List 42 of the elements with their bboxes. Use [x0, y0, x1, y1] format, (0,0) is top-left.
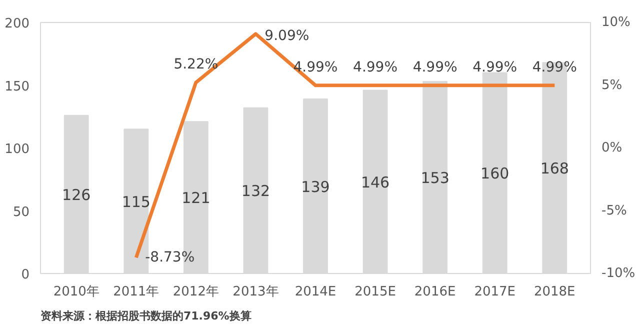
x-tick-label: 2017E	[474, 284, 516, 300]
y-tick-label: 0	[21, 268, 30, 282]
x-tick-label: 2014E	[294, 284, 336, 300]
x-tick-label: 2010年	[53, 284, 100, 300]
x-tick-label: 2013年	[232, 284, 279, 300]
data-label: 126	[62, 186, 91, 204]
data-label: -8.73%	[145, 250, 195, 266]
bar	[303, 98, 328, 274]
y2-tick-label: -5%	[602, 203, 627, 218]
data-label: 4.99%	[472, 59, 518, 76]
y2-tick-label: 10%	[602, 15, 630, 30]
data-label: 160	[480, 164, 510, 183]
data-label: 121	[182, 189, 210, 208]
data-label: 115	[122, 192, 150, 211]
bar	[422, 80, 448, 274]
data-label: 132	[241, 182, 270, 200]
y-tick-label: 200	[4, 16, 30, 32]
x-tick-label: 2016E	[414, 284, 456, 300]
data-label: 5.22%	[174, 56, 218, 72]
y2-tick-label: 0%	[602, 140, 622, 156]
text: 资料来源：根据招股书数据的71.96%换算	[40, 310, 252, 322]
x-tick-label: 2011年	[113, 284, 160, 300]
data-label: 146	[360, 173, 390, 192]
data-label: 139	[301, 178, 330, 196]
y2-tick-label: 5%	[602, 78, 622, 93]
bar	[64, 114, 89, 274]
data-label: 168	[540, 160, 569, 178]
y-tick-label: 150	[4, 79, 30, 94]
x-tick-label: 2012年	[172, 284, 219, 300]
bar	[243, 107, 268, 274]
y-tick-label: 100	[4, 142, 30, 157]
x-tick-label: 2015E	[354, 284, 396, 300]
data-label: 4.99%	[532, 59, 577, 76]
data-label: 4.99%	[412, 59, 458, 76]
data-label: 4.99%	[353, 59, 398, 76]
y-tick-label: 50	[12, 204, 30, 220]
data-label: 153	[420, 168, 450, 187]
bar	[362, 90, 388, 274]
y2-tick-label: -10%	[602, 266, 636, 281]
x-tick-label: 2018E	[534, 284, 576, 300]
data-label: 9.09%	[264, 28, 310, 44]
bar	[482, 72, 508, 274]
